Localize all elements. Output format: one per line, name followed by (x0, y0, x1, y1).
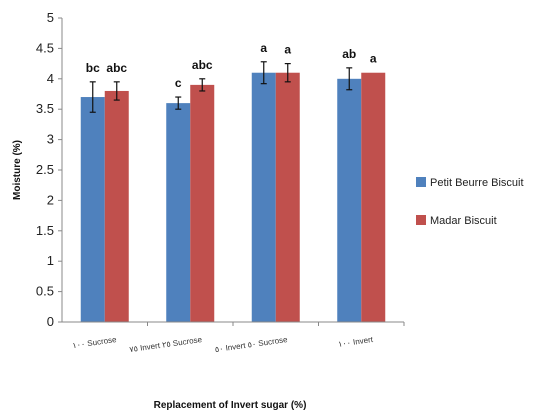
legend-label: Petit Beurre Biscuit (430, 177, 524, 189)
significance-label: c (175, 76, 182, 90)
y-tick-label: 1.5 (36, 223, 54, 238)
legend-label: Madar Biscuit (430, 215, 497, 227)
significance-label: ab (342, 47, 356, 61)
y-tick-label: 0.5 (36, 284, 54, 299)
significance-label: a (370, 52, 377, 66)
y-axis-label: Moisture (%) (12, 140, 23, 200)
bar (337, 78, 362, 322)
x-tick-label: ١٠٠ Invert (337, 335, 374, 349)
y-tick-label: 2 (47, 192, 54, 207)
legend-swatch (416, 177, 426, 187)
legend: Petit Beurre Biscuit Madar Biscuit (416, 177, 524, 227)
x-tick-label: ٥٠ Invert ٥٠ Sucrose (214, 335, 288, 354)
x-axis-ticks: ١٠٠ Sucrose ٧٥ Invert ٢٥ Sucrose ٥٠ Invert… (72, 322, 405, 354)
y-axis-ticks: 0 0.5 1 1.5 2 2.5 3 3.5 4 4.5 5 (36, 10, 62, 329)
y-tick-label: 4.5 (36, 40, 54, 55)
x-tick-label: ٧٥ Invert ٢٥ Sucrose (129, 335, 203, 354)
bar (80, 97, 105, 322)
y-tick-label: 4 (47, 71, 54, 86)
y-tick-label: 5 (47, 10, 54, 25)
x-tick-label: ١٠٠ Sucrose (72, 335, 118, 350)
significance-label: a (284, 43, 291, 57)
significance-label: abc (106, 61, 127, 75)
bar (251, 72, 276, 322)
bar (190, 84, 215, 322)
legend-swatch (416, 215, 426, 225)
y-tick-label: 2.5 (36, 162, 54, 177)
y-tick-label: 0 (47, 314, 54, 329)
y-tick-label: 1 (47, 253, 54, 268)
bar (361, 72, 386, 322)
bar (275, 72, 300, 322)
significance-label: abc (192, 58, 213, 72)
significance-label: a (260, 41, 267, 55)
bar (104, 90, 129, 323)
x-axis-label: Replacement of Invert sugar (%) (154, 400, 307, 411)
y-tick-label: 3.5 (36, 101, 54, 116)
bar (166, 103, 191, 323)
significance-label: bc (86, 61, 100, 75)
y-tick-label: 3 (47, 132, 54, 147)
